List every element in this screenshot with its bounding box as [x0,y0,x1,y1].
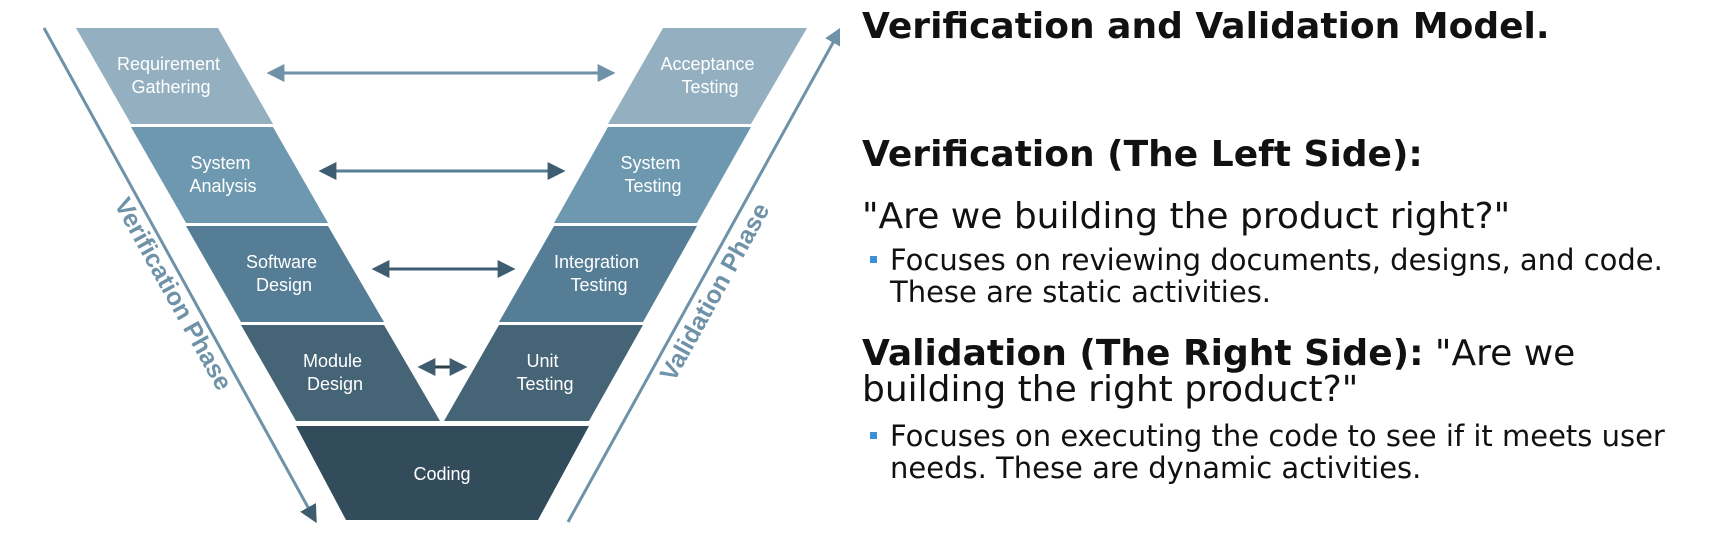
validation-heading: Validation (The Right Side): "Are we bui… [862,336,1682,408]
stage-system-testing [554,127,751,223]
stage-label-requirement-gathering: Requirement Gathering [117,54,225,97]
validation-bullet-text: Focuses on executing the code to see if … [890,419,1665,485]
stage-label-module-design: Module Design [303,351,367,394]
main-heading: Verification and Validation Model. [862,6,1550,47]
validation-bullet: Focuses on executing the code to see if … [866,420,1686,484]
stage-label-software-design: Software Design [246,252,322,295]
stage-label-acceptance-testing-line2: Testing [681,77,738,97]
stage-label-acceptance-testing-line1: Acceptance [660,54,754,74]
v-model-diagram: Requirement Gathering System Analysis So… [42,26,840,524]
stage-label-module-design-line2: Design [307,374,363,394]
stage-label-unit-testing-line2: Testing [516,374,573,394]
stage-label-module-design-line1: Module [303,351,362,371]
verification-bullet-text: Focuses on reviewing documents, designs,… [890,243,1663,309]
stage-label-unit-testing: Unit Testing [516,351,573,394]
stage-label-system-analysis-line1: System [190,153,250,173]
stage-coding [296,426,589,520]
stage-acceptance-testing [608,28,807,124]
stage-label-requirement-gathering-line1: Requirement [117,54,220,74]
stage-label-system-testing: System Testing [620,153,685,196]
stage-label-system-testing-line2: Testing [624,176,681,196]
verification-bullet: Focuses on reviewing documents, designs,… [866,244,1686,308]
stage-software-design [186,226,384,322]
stage-label-integration-testing-line1: Integration [554,252,639,272]
verification-phase-label: Verification Phase [109,193,238,395]
validation-question: "Are we building the right product?" [862,333,1576,410]
stage-label-software-design-line2: Design [256,275,312,295]
bullet-square-icon [870,256,877,263]
stage-label-unit-testing-line1: Unit [526,351,558,371]
stage-label-integration-testing: Integration Testing [554,252,644,295]
validation-phase-arrow [566,26,840,523]
validation-heading-title: Validation (The Right Side): [862,333,1424,374]
stage-label-coding: Coding [413,464,470,484]
stage-requirement-gathering [76,28,273,124]
stage-label-software-design-line1: Software [246,252,317,272]
stage-label-requirement-gathering-line2: Gathering [131,77,210,97]
stage-label-system-testing-line1: System [620,153,680,173]
verification-heading: Verification (The Left Side): [862,134,1423,175]
stage-label-acceptance-testing: Acceptance Testing [660,54,759,97]
stage-label-system-analysis-line2: Analysis [189,176,256,196]
stage-integration-testing [499,226,697,322]
stage-unit-testing [444,325,643,421]
stage-module-design [241,325,440,421]
stage-system-analysis [131,127,328,223]
bullet-square-icon [870,432,877,439]
verification-question: "Are we building the product right?" [862,196,1511,237]
verification-phase-arrow [42,27,317,524]
stage-label-integration-testing-line2: Testing [570,275,627,295]
stage-label-system-analysis: System Analysis [189,153,256,196]
